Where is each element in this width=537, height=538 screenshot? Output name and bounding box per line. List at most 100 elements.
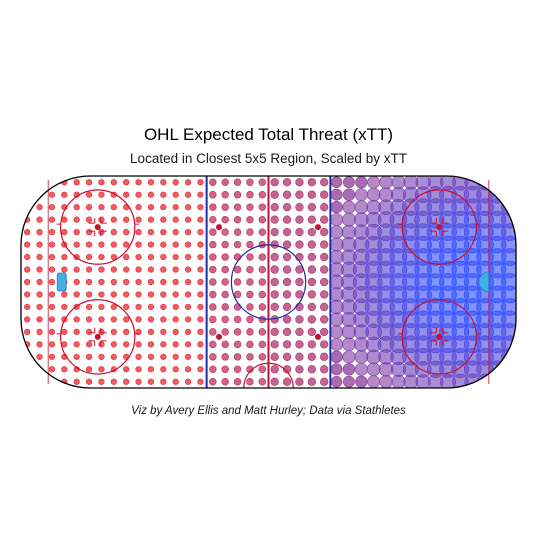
xtt-point	[147, 328, 155, 335]
xtt-point	[48, 328, 56, 335]
xtt-point	[282, 340, 292, 349]
xtt-point	[147, 266, 155, 273]
xtt-point	[147, 341, 155, 348]
xtt-point	[172, 366, 179, 373]
xtt-point	[123, 179, 130, 186]
xtt-point	[246, 353, 254, 361]
xtt-point	[233, 178, 242, 186]
xtt-point	[160, 253, 167, 261]
xtt-point	[270, 178, 279, 187]
xtt-point	[270, 252, 279, 262]
xtt-point	[36, 378, 43, 385]
xtt-point	[123, 241, 130, 248]
xtt-point	[73, 179, 80, 186]
xtt-point	[172, 253, 179, 261]
xtt-point	[330, 213, 344, 227]
xtt-point	[160, 353, 167, 360]
xtt-point	[270, 227, 279, 237]
xtt-point	[209, 340, 217, 349]
xtt-point	[123, 328, 130, 335]
xtt-point	[61, 303, 68, 311]
xtt-point	[307, 290, 316, 299]
xtt-point	[307, 215, 316, 224]
xtt-point	[246, 178, 254, 186]
xtt-point	[98, 191, 105, 198]
xtt-point	[85, 291, 93, 298]
xtt-point	[342, 337, 356, 352]
xtt-point	[342, 200, 356, 214]
xtt-point	[24, 328, 31, 335]
xtt-point	[73, 241, 80, 248]
xtt-point	[24, 303, 31, 311]
xtt-point	[209, 240, 217, 249]
xtt-point	[135, 278, 142, 286]
xtt-point	[135, 303, 142, 311]
xtt-point	[307, 227, 316, 237]
xtt-point	[110, 204, 117, 211]
xtt-point	[307, 277, 316, 287]
xtt-point	[258, 303, 267, 311]
xtt-point	[258, 290, 267, 299]
xtt-point	[172, 378, 179, 385]
xtt-point	[172, 328, 179, 335]
xtt-point	[48, 378, 56, 385]
xtt-point	[85, 204, 93, 211]
xtt-point	[184, 278, 192, 286]
xtt-point	[295, 178, 304, 187]
xtt-point	[98, 291, 105, 298]
xtt-point	[307, 327, 316, 337]
xtt-point	[258, 365, 267, 374]
xtt-point	[320, 365, 329, 374]
xtt-point	[48, 341, 56, 348]
xtt-point	[330, 363, 343, 376]
xtt-point	[233, 353, 242, 361]
xtt-point	[295, 227, 304, 237]
xtt-point	[246, 240, 254, 249]
xtt-point	[36, 253, 43, 261]
xtt-point	[135, 328, 142, 335]
xtt-point	[221, 278, 229, 286]
xtt-point	[209, 353, 217, 361]
xtt-point	[123, 341, 130, 348]
xtt-point	[36, 291, 43, 298]
xtt-point	[320, 178, 329, 187]
xtt-point	[73, 291, 80, 298]
xtt-point	[197, 353, 204, 360]
xtt-point	[270, 327, 279, 337]
xtt-point	[85, 266, 93, 273]
xtt-point	[98, 253, 105, 261]
xtt-point	[270, 190, 279, 199]
xtt-point	[110, 353, 117, 360]
xtt-point	[85, 191, 93, 198]
xtt-point	[24, 191, 31, 198]
xtt-point	[221, 240, 229, 249]
faceoff-spot-4	[436, 333, 443, 340]
xtt-point	[221, 365, 229, 374]
xtt-point	[209, 178, 217, 186]
xtt-point	[160, 341, 167, 348]
xtt-point	[98, 179, 105, 186]
xtt-point	[295, 340, 304, 349]
xtt-point	[246, 328, 254, 336]
xtt-point	[295, 277, 304, 287]
xtt-point	[160, 241, 167, 248]
xtt-point	[184, 179, 192, 186]
xtt-point	[73, 216, 80, 223]
xtt-point	[282, 227, 292, 237]
xtt-point	[85, 278, 93, 286]
xtt-point	[330, 200, 343, 214]
xtt-point	[320, 190, 329, 199]
xtt-point	[184, 378, 192, 385]
xtt-point	[307, 352, 316, 361]
xtt-point	[135, 253, 142, 261]
xtt-point	[221, 290, 229, 299]
xtt-point	[135, 216, 142, 223]
xtt-point	[24, 353, 31, 360]
xtt-point	[330, 188, 343, 201]
xtt-point	[282, 265, 292, 274]
xtt-point	[184, 253, 192, 261]
xtt-point	[320, 240, 329, 249]
xtt-point	[48, 291, 56, 298]
xtt-point	[73, 266, 80, 273]
